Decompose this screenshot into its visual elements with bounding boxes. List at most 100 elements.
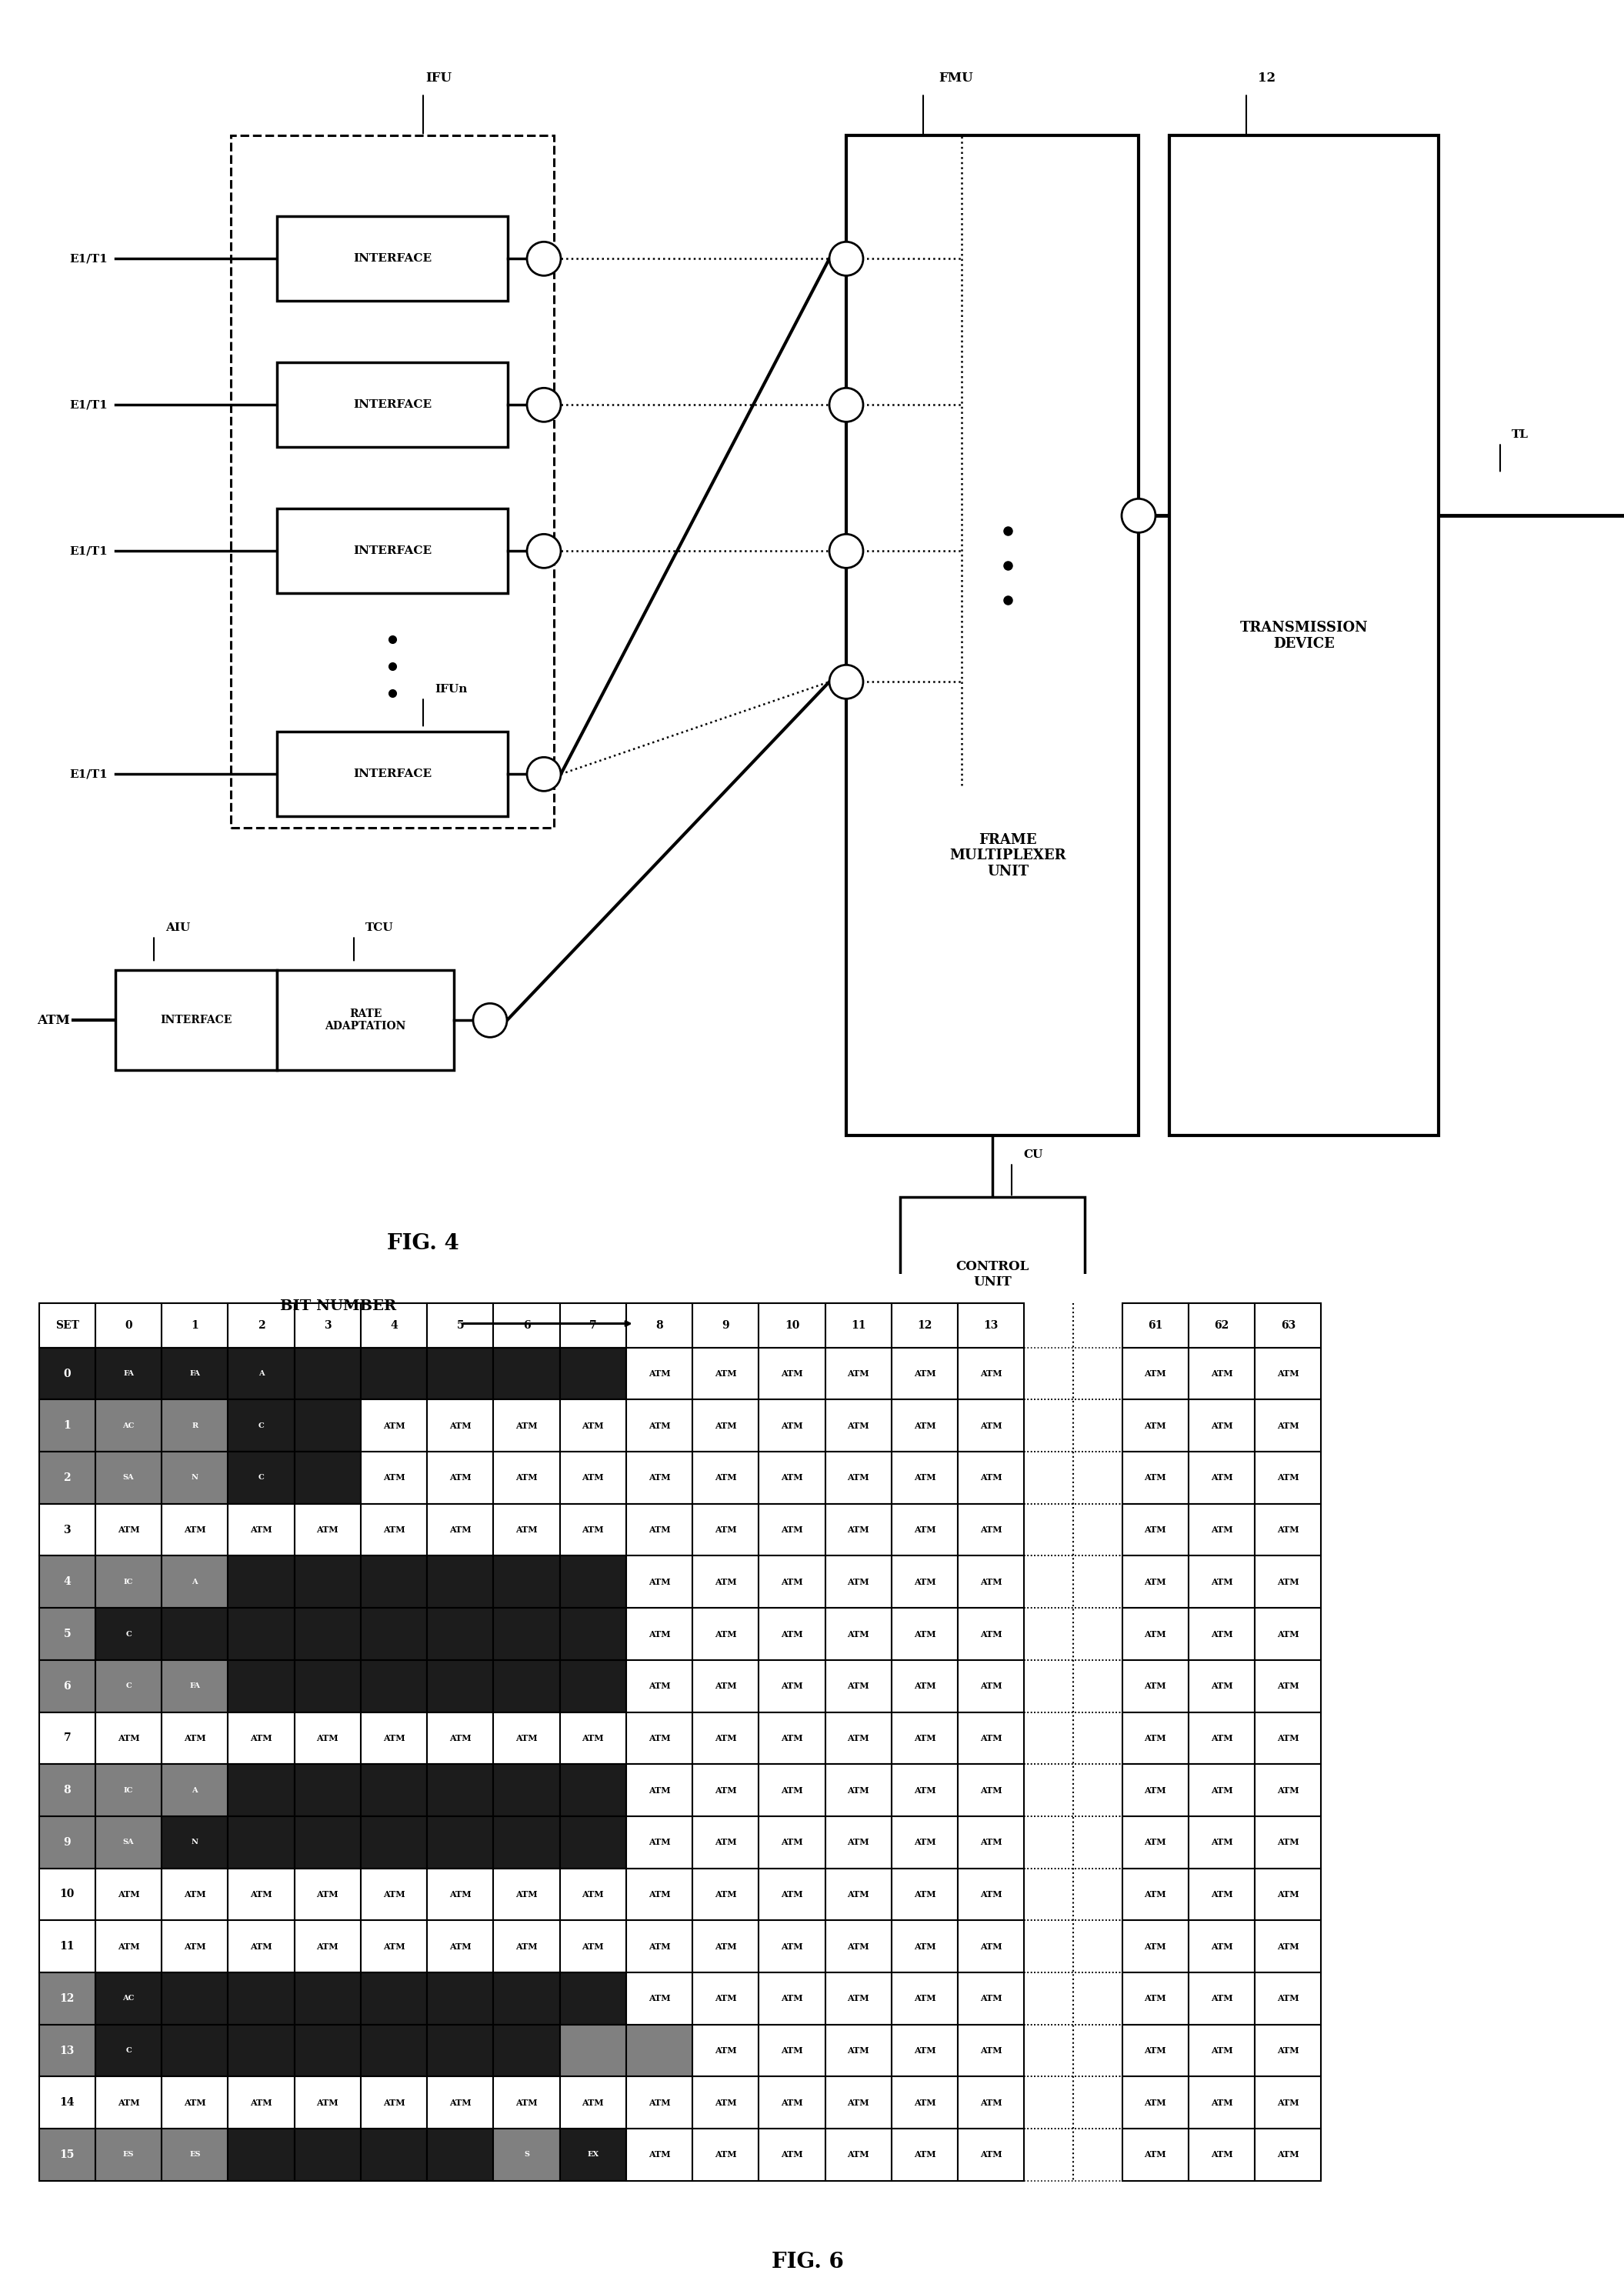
Text: ATM: ATM [317, 1941, 339, 1951]
Circle shape [830, 242, 864, 276]
Bar [758, 1555, 825, 1608]
Bar [494, 2129, 560, 2181]
Bar [162, 1973, 227, 2024]
Text: ATM: ATM [250, 1734, 273, 1743]
Text: 0: 0 [125, 1320, 132, 1332]
Text: ATM: ATM [781, 1681, 802, 1690]
Text: ATM: ATM [450, 1421, 471, 1430]
Bar [627, 1348, 692, 1400]
Text: ATM: ATM [450, 2099, 471, 2106]
Text: ATM: ATM [581, 1941, 604, 1951]
Bar [692, 1660, 758, 1713]
Circle shape [830, 665, 864, 699]
Text: 4: 4 [390, 1320, 398, 1332]
Bar [227, 2024, 294, 2076]
Text: ATM: ATM [781, 1839, 802, 1845]
Text: ATM: ATM [979, 1631, 1002, 1638]
Text: ATM: ATM [1212, 1421, 1233, 1430]
Text: ATM: ATM [1212, 2152, 1233, 2158]
Bar [825, 1304, 892, 1348]
Bar [958, 1503, 1025, 1555]
Bar [361, 1713, 427, 1763]
Text: ATM: ATM [581, 1891, 604, 1898]
Text: ATM: ATM [979, 1994, 1002, 2003]
Text: ES: ES [190, 2152, 200, 2158]
Text: ATM: ATM [914, 1786, 935, 1795]
Bar [958, 1816, 1025, 1868]
Bar [115, 971, 278, 1071]
Bar [958, 1400, 1025, 1453]
Bar [758, 1660, 825, 1713]
Bar [361, 1608, 427, 1660]
Bar [825, 2129, 892, 2181]
Text: FMU: FMU [939, 71, 973, 85]
Bar [1255, 1763, 1322, 1816]
Bar [96, 1921, 162, 1973]
Bar [1122, 1816, 1189, 1868]
Bar [278, 217, 508, 301]
Bar [96, 1503, 162, 1555]
Text: INTERFACE: INTERFACE [352, 254, 432, 265]
Bar [692, 1763, 758, 1816]
Bar [39, 1713, 96, 1763]
Text: ATM: ATM [1276, 1941, 1299, 1951]
Bar [1122, 1400, 1189, 1453]
Bar [39, 1973, 96, 2024]
Bar [39, 1868, 96, 1921]
Bar [361, 1973, 427, 2024]
Text: AC: AC [123, 1994, 135, 2003]
Bar [427, 1660, 494, 1713]
Text: C: C [258, 1473, 265, 1482]
Text: ATM: ATM [648, 1681, 671, 1690]
Bar [361, 2076, 427, 2129]
Text: ATM: ATM [1212, 1526, 1233, 1535]
Bar [958, 1555, 1025, 1608]
Bar [96, 1348, 162, 1400]
Bar [361, 1660, 427, 1713]
Bar [1255, 2076, 1322, 2129]
Text: ATM: ATM [715, 1891, 737, 1898]
Text: ATM: ATM [184, 1941, 206, 1951]
Bar [560, 1660, 627, 1713]
Bar [892, 1763, 958, 1816]
Text: ATM: ATM [781, 1578, 802, 1585]
Text: ATM: ATM [1276, 1370, 1299, 1377]
Bar [825, 1713, 892, 1763]
Bar [294, 1503, 361, 1555]
Bar [1189, 2024, 1255, 2076]
Bar [361, 1304, 427, 1348]
Text: ATM: ATM [184, 2099, 206, 2106]
Bar [1255, 1713, 1322, 1763]
Text: ATM: ATM [979, 1681, 1002, 1690]
Text: E1/T1: E1/T1 [70, 254, 107, 265]
Bar [627, 1400, 692, 1453]
Text: ATM: ATM [450, 1941, 471, 1951]
Text: 61: 61 [1148, 1320, 1163, 1332]
Text: CONTROL
UNIT: CONTROL UNIT [957, 1261, 1030, 1288]
Text: ATM: ATM [1145, 1578, 1166, 1585]
Bar [958, 2129, 1025, 2181]
Bar [162, 1763, 227, 1816]
Text: ATM: ATM [781, 1421, 802, 1430]
Text: ATM: ATM [1212, 1839, 1233, 1845]
Bar [892, 1503, 958, 1555]
Bar [1169, 135, 1439, 1135]
Bar [1255, 1304, 1322, 1348]
Bar [294, 1608, 361, 1660]
Bar [96, 2076, 162, 2129]
Bar [692, 1400, 758, 1453]
Text: IFUn: IFUn [435, 685, 468, 694]
Text: ATM: ATM [715, 1370, 737, 1377]
Bar [294, 1973, 361, 2024]
Bar [758, 1868, 825, 1921]
Bar [162, 1816, 227, 1868]
Bar [227, 2129, 294, 2181]
Bar [692, 2129, 758, 2181]
Bar [560, 1763, 627, 1816]
Text: ATM: ATM [1145, 1631, 1166, 1638]
Bar [1122, 1503, 1189, 1555]
Bar [361, 1453, 427, 1503]
Text: ATM: ATM [781, 1734, 802, 1743]
Bar [892, 1973, 958, 2024]
Text: 14: 14 [60, 2097, 75, 2108]
